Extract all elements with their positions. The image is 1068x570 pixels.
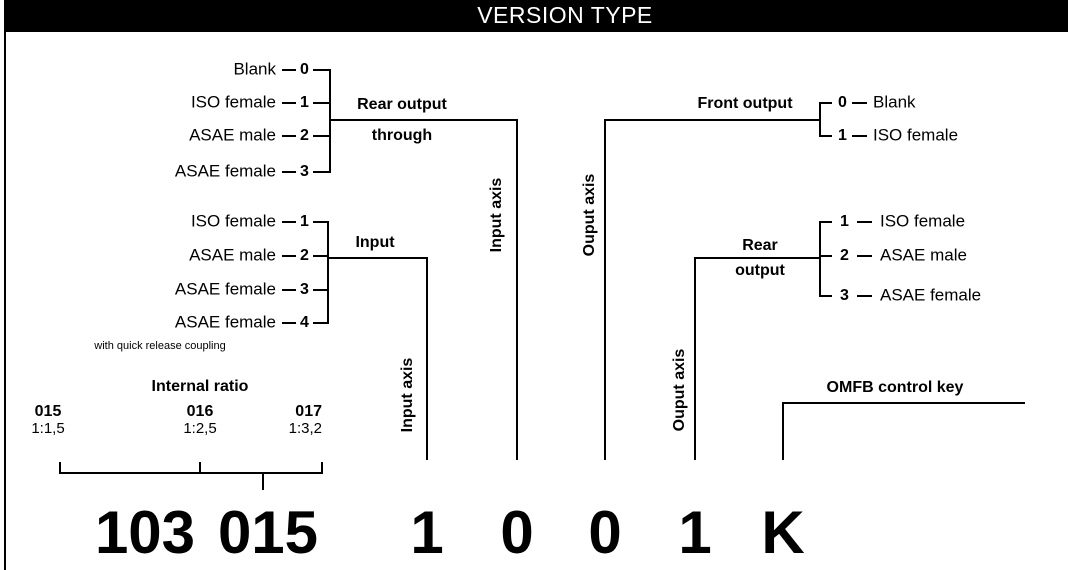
header-bar [4,0,1068,32]
ratio-value: 1:2,5 [183,420,216,437]
option-code: 1 [838,127,847,144]
option-label: ASAE male [189,125,276,144]
header-title: VERSION TYPE [477,2,653,28]
ratio-code: 017 [295,403,322,420]
connector [330,119,518,460]
group-label: Input [355,234,395,251]
option-code: 2 [300,127,309,144]
axis-label: Ouput axis [671,349,688,432]
group-label: through [372,127,432,144]
option-code: 3 [300,163,309,180]
axis-label: Input axis [488,178,505,253]
axis-label: Input axis [399,358,416,433]
option-label: ASAE female [880,285,981,304]
code-part: 1 [410,499,443,566]
ratio-value: 1:3,2 [289,420,322,437]
ratio-code: 016 [187,403,214,420]
code-part: 015 [218,499,318,566]
group-label: Internal ratio [152,378,249,395]
group-label: Rear output [357,96,447,113]
group-label: Rear [742,237,778,254]
code-part: 1 [678,499,711,566]
connector [694,257,820,460]
option-label: ASAE female [175,161,276,180]
connector [782,402,1025,460]
option-code: 2 [300,247,309,264]
option-label: Blank [873,92,916,111]
group-label: output [735,262,785,279]
code-part: K [761,499,804,566]
code-part: 103 [95,499,195,566]
option-label: ASAE female [175,312,276,331]
option-code: 0 [300,61,309,78]
option-note: with quick release coupling [93,340,225,352]
code-part: 0 [500,499,533,566]
connector [328,257,428,460]
option-label: ISO female [191,211,276,230]
option-label: ISO female [191,92,276,111]
option-code: 1 [300,94,309,111]
option-label: ASAE male [189,245,276,264]
option-code: 2 [840,247,849,264]
option-code: 3 [300,281,309,298]
option-label: Blank [233,59,276,78]
option-code: 0 [838,94,847,111]
option-code: 4 [300,314,309,331]
option-label: ASAE female [175,279,276,298]
option-code: 1 [840,213,849,230]
group-label: Front output [697,95,793,112]
code-part: 0 [588,499,621,566]
option-code: 1 [300,213,309,230]
group-label: OMFB control key [827,379,964,396]
option-code: 3 [840,287,849,304]
option-label: ISO female [880,211,965,230]
ratio-value: 1:1,5 [31,420,64,437]
axis-label: Ouput axis [581,174,598,257]
option-label: ISO female [873,125,958,144]
bracket [59,462,323,474]
option-label: ASAE male [880,245,967,264]
connector [604,119,820,460]
ratio-code: 015 [35,403,62,420]
